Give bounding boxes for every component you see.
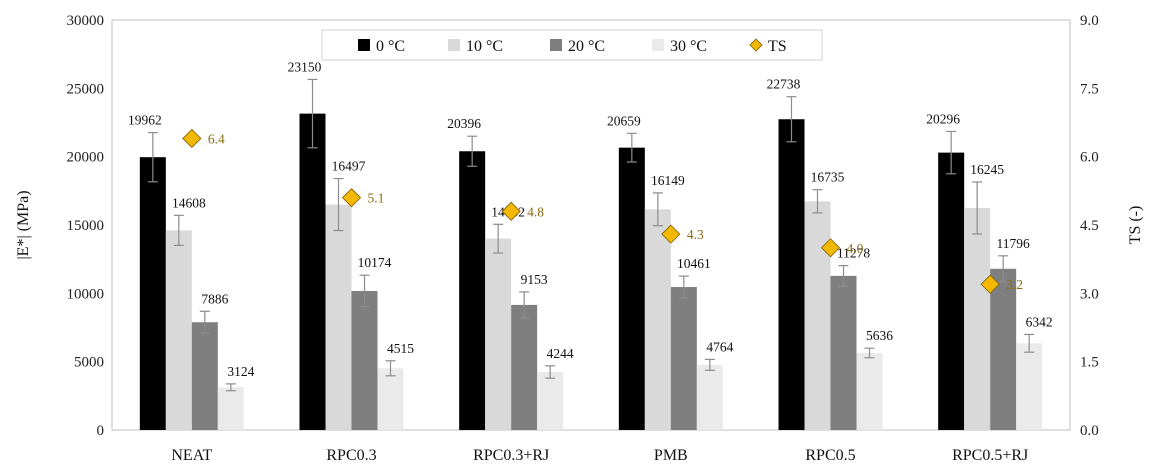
ts-label: 4.3	[687, 227, 704, 242]
bar	[139, 157, 166, 430]
y2-tick-label: 0.0	[1080, 423, 1099, 439]
bar	[165, 230, 192, 430]
ts-label: 5.1	[368, 191, 385, 206]
y2-tick-label: 9.0	[1080, 13, 1099, 29]
ts-marker	[341, 188, 362, 208]
data-label: 4515	[387, 341, 414, 356]
data-label: 19962	[128, 113, 162, 128]
legend-swatch	[652, 39, 664, 51]
bar	[618, 147, 645, 430]
legend-label: 0 °C	[376, 38, 405, 55]
legend-label: 20 °C	[568, 38, 605, 55]
data-label: 10174	[358, 255, 392, 270]
data-label: 20659	[607, 113, 641, 128]
y2-tick-label: 4.5	[1080, 218, 1099, 234]
y-tick-label: 25000	[67, 81, 105, 97]
ts-marker	[820, 238, 841, 258]
data-label: 20396	[447, 116, 481, 131]
legend	[321, 29, 823, 61]
y2-tick-label: 6.0	[1080, 150, 1099, 166]
data-label: 9153	[521, 272, 548, 287]
ts-marker	[980, 274, 1000, 294]
data-label: 16149	[651, 173, 685, 188]
data-label: 3124	[227, 364, 254, 379]
bar	[964, 207, 991, 430]
bar	[537, 371, 564, 430]
bar	[511, 304, 538, 430]
data-label: 14608	[172, 195, 206, 210]
data-label: 22738	[767, 77, 801, 92]
legend-swatch	[749, 38, 763, 52]
ts-marker	[501, 201, 521, 221]
y-tick-label: 20000	[67, 150, 105, 166]
bar	[696, 364, 723, 430]
bar	[377, 368, 404, 430]
y-tick-label: 10000	[67, 286, 105, 302]
bar	[778, 119, 805, 431]
bar	[351, 290, 378, 430]
x-tick-label: RPC0.5	[805, 447, 855, 464]
bar	[644, 209, 671, 430]
bar	[191, 322, 218, 430]
data-label: 16497	[332, 159, 366, 174]
ts-label: 6.4	[208, 131, 225, 146]
x-tick-label: RPC0.3+RJ	[473, 447, 549, 464]
data-label: 23150	[288, 59, 322, 74]
bar	[1016, 343, 1043, 430]
y2-tick-label: 1.5	[1080, 355, 1099, 371]
legend-swatch	[448, 39, 460, 51]
ts-marker	[182, 128, 202, 149]
bar	[990, 268, 1017, 430]
legend-label: TS	[768, 38, 787, 55]
x-tick-label: PMB	[654, 447, 688, 464]
data-label: 16245	[970, 162, 1004, 177]
legend-swatch	[550, 39, 562, 51]
plot-area	[111, 19, 1071, 431]
y2-tick-label: 7.5	[1080, 81, 1099, 97]
y-tick-label: 0	[97, 423, 105, 439]
x-tick-label: RPC0.5+RJ	[952, 447, 1028, 464]
ts-label: 4.8	[527, 204, 544, 219]
data-label: 20296	[926, 111, 960, 126]
legend-swatch	[358, 39, 370, 51]
data-label: 16735	[811, 170, 845, 185]
ts-label: 4.0	[847, 241, 864, 256]
bar	[804, 201, 831, 430]
data-label: 4244	[547, 346, 574, 361]
data-label: 11278	[837, 246, 870, 261]
ts-label: 3.2	[1006, 277, 1023, 292]
bar	[325, 204, 352, 430]
x-tick-label: RPC0.3	[326, 447, 376, 464]
x-tick-label: NEAT	[171, 447, 212, 464]
legend-label: 30 °C	[670, 38, 707, 55]
bar	[938, 152, 965, 430]
data-label: 7886	[201, 291, 228, 306]
data-label: 6342	[1026, 314, 1053, 329]
bar	[485, 238, 512, 430]
bar	[217, 387, 244, 430]
y2-tick-label: 3.0	[1080, 286, 1099, 302]
y-tick-label: 5000	[74, 355, 104, 371]
legend-label: 10 °C	[466, 38, 503, 55]
y-tick-label: 30000	[67, 13, 105, 29]
y-tick-label: 15000	[67, 218, 105, 234]
y-axis-title: |E*| (MPa)	[15, 190, 32, 259]
ts-marker	[661, 224, 681, 244]
data-label: 5636	[866, 328, 893, 343]
bar	[830, 275, 857, 430]
y2-axis-title: TS (-)	[1127, 206, 1144, 245]
bar	[459, 151, 486, 430]
bar	[856, 352, 883, 430]
data-label: 11796	[997, 236, 1030, 251]
data-label: 4764	[706, 339, 733, 354]
bar	[670, 287, 697, 430]
data-label: 10461	[677, 256, 711, 271]
bar	[299, 113, 326, 430]
